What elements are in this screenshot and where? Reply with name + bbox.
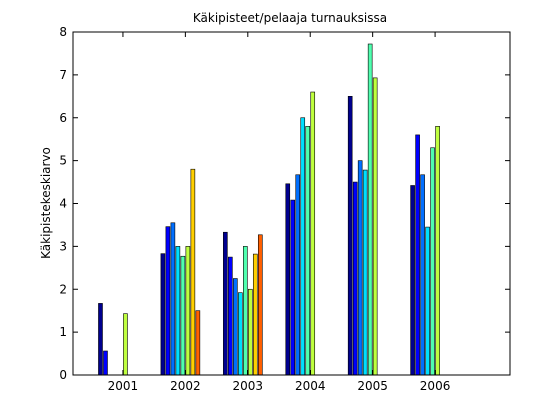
bar-2006-series-5 <box>430 147 435 376</box>
bar-2004-series-1 <box>285 183 291 376</box>
bar-2006-series-4 <box>425 226 430 376</box>
bar-2005-series-5 <box>367 43 373 376</box>
bar-2001-series-6 <box>123 313 128 376</box>
bar-2006-series-1 <box>410 185 415 376</box>
bar-2002-series-7 <box>190 168 196 376</box>
y-tick-label: 8 <box>59 25 67 39</box>
bar-2002-series-6 <box>185 246 191 376</box>
bar-2002-series-8 <box>195 310 201 376</box>
y-tick-label: 2 <box>59 282 67 296</box>
x-tick-label: 2002 <box>170 379 201 393</box>
bar-2003-series-5 <box>243 246 248 376</box>
bar-2003-series-6 <box>248 288 253 376</box>
x-tick-label: 2001 <box>108 379 139 393</box>
bar-2004-series-3 <box>295 174 301 376</box>
bar-2004-series-5 <box>305 126 311 376</box>
bar-2001-series-2 <box>103 350 108 376</box>
y-tick-label: 1 <box>59 325 67 339</box>
y-tick-label: 0 <box>59 368 67 382</box>
bar-2004-series-4 <box>300 117 306 376</box>
y-tick-label: 4 <box>59 197 67 211</box>
bar-2001-series-1 <box>98 303 103 376</box>
y-tick-label: 5 <box>59 154 67 168</box>
bar-2003-series-7 <box>252 253 258 376</box>
x-tick-label: 2004 <box>295 379 326 393</box>
bar-2003-series-4 <box>238 292 243 376</box>
axes-layer: 0 1 2 3 4 5 6 7 8 2001 2002 2003 2004 2005 2006 <box>59 25 511 393</box>
bar-2005-series-1 <box>347 96 353 376</box>
bar-2003-series-1 <box>223 231 228 376</box>
bar-2004-series-2 <box>290 199 296 376</box>
bar-2005-series-4 <box>362 169 368 376</box>
bar-2005-series-6 <box>372 77 378 376</box>
bar-2005-series-3 <box>357 160 363 376</box>
bars-layer <box>98 43 440 376</box>
y-tick-label: 6 <box>59 111 67 125</box>
y-tick-label: 3 <box>59 239 67 253</box>
bar-2004-series-6 <box>310 91 316 376</box>
y-axis-label: Käkipistekeskiarvo <box>39 147 53 259</box>
bar-2002-series-2 <box>165 226 171 376</box>
bar-2003-series-8 <box>257 234 263 376</box>
bar-2003-series-2 <box>228 256 233 376</box>
bar-2003-series-3 <box>233 278 238 376</box>
bar-2002-series-4 <box>175 246 181 376</box>
bar-2002-series-5 <box>180 255 186 376</box>
chart-title: Käkipisteet/pelaaja turnauksissa <box>193 11 387 25</box>
bar-2006-series-2 <box>415 134 420 376</box>
x-tick-label: 2005 <box>357 379 388 393</box>
bar-2002-series-3 <box>170 222 176 376</box>
bar-2002-series-1 <box>160 253 166 376</box>
x-tick-label: 2006 <box>420 379 451 393</box>
bar-2005-series-2 <box>352 181 358 376</box>
bar-2006-series-6 <box>435 126 440 376</box>
bar-2006-series-3 <box>420 174 425 376</box>
y-tick-label: 7 <box>59 68 67 82</box>
x-tick-label: 2003 <box>233 379 264 393</box>
